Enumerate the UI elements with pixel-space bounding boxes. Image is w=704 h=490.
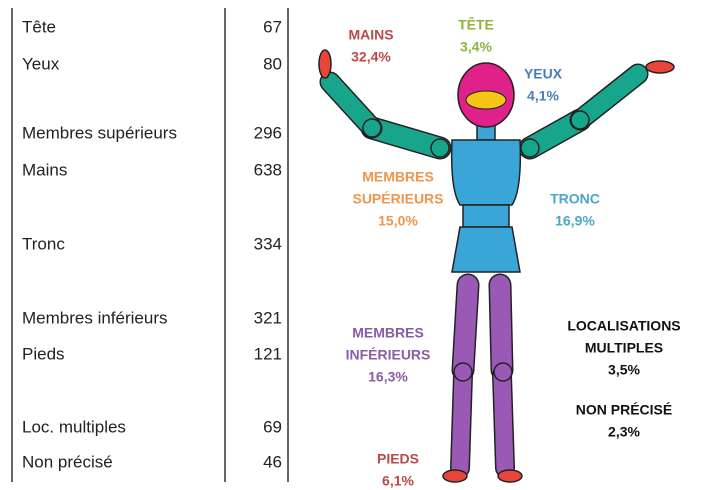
label-name: YEUX — [524, 66, 563, 82]
label-name: MULTIPLES — [585, 340, 663, 356]
hand — [646, 61, 674, 73]
hand — [319, 50, 331, 78]
label-name: TÊTE — [458, 16, 494, 33]
row-name: Yeux — [22, 54, 60, 73]
row-count: 69 — [263, 417, 282, 436]
label-name: LOCALISATIONS — [567, 318, 680, 334]
limb — [372, 128, 440, 148]
joint — [521, 139, 539, 157]
limb — [460, 375, 463, 468]
label-name: TRONC — [550, 191, 600, 207]
label-name: SUPÉRIEURS — [352, 191, 443, 207]
row-name: Membres inférieurs — [22, 308, 168, 327]
row-name: Loc. multiples — [22, 417, 126, 436]
limb — [502, 375, 505, 468]
row-name: Mains — [22, 160, 67, 179]
label-value: 16,3% — [368, 369, 408, 385]
row-name: Tronc — [22, 234, 65, 253]
label-value: 2,3% — [608, 424, 640, 440]
eyes — [466, 91, 506, 109]
foot — [498, 470, 522, 482]
foot — [443, 470, 467, 482]
label-value: 4,1% — [527, 88, 559, 104]
limb — [463, 285, 468, 370]
row-count: 80 — [263, 54, 282, 73]
row-count: 638 — [254, 160, 282, 179]
row-count: 121 — [254, 344, 282, 363]
label-value: 3,4% — [460, 39, 492, 55]
label-name: MEMBRES — [352, 325, 424, 341]
infographic: Tête 67 Yeux 80 Membres supérieurs 296 Mains 63… — [0, 0, 704, 490]
joint — [431, 139, 449, 157]
limb — [500, 285, 502, 370]
label-name: NON PRÉCISÉ — [576, 402, 672, 418]
row-count: 296 — [254, 123, 282, 142]
row-name: Tête — [22, 17, 56, 36]
row-count: 46 — [263, 452, 282, 471]
row-name: Membres supérieurs — [22, 123, 177, 142]
label-value: 6,1% — [382, 473, 414, 489]
chest — [452, 140, 521, 205]
joint — [454, 363, 472, 381]
waist — [463, 205, 509, 227]
row-name: Pieds — [22, 344, 65, 363]
joint — [571, 111, 589, 129]
joint — [494, 363, 512, 381]
label-value: 3,5% — [608, 362, 640, 378]
label-name: INFÉRIEURS — [346, 347, 431, 363]
label-name: MEMBRES — [362, 169, 434, 185]
row-count: 67 — [263, 17, 282, 36]
row-count: 334 — [254, 234, 282, 253]
row-count: 321 — [254, 308, 282, 327]
label-value: 32,4% — [351, 49, 391, 65]
label-name: PIEDS — [377, 451, 419, 467]
label-value: 16,9% — [555, 213, 595, 229]
joint — [363, 119, 381, 137]
hips — [452, 227, 520, 272]
row-name: Non précisé — [22, 452, 113, 471]
label-name: MAINS — [348, 27, 393, 43]
limb — [580, 74, 638, 120]
label-value: 15,0% — [378, 213, 418, 229]
